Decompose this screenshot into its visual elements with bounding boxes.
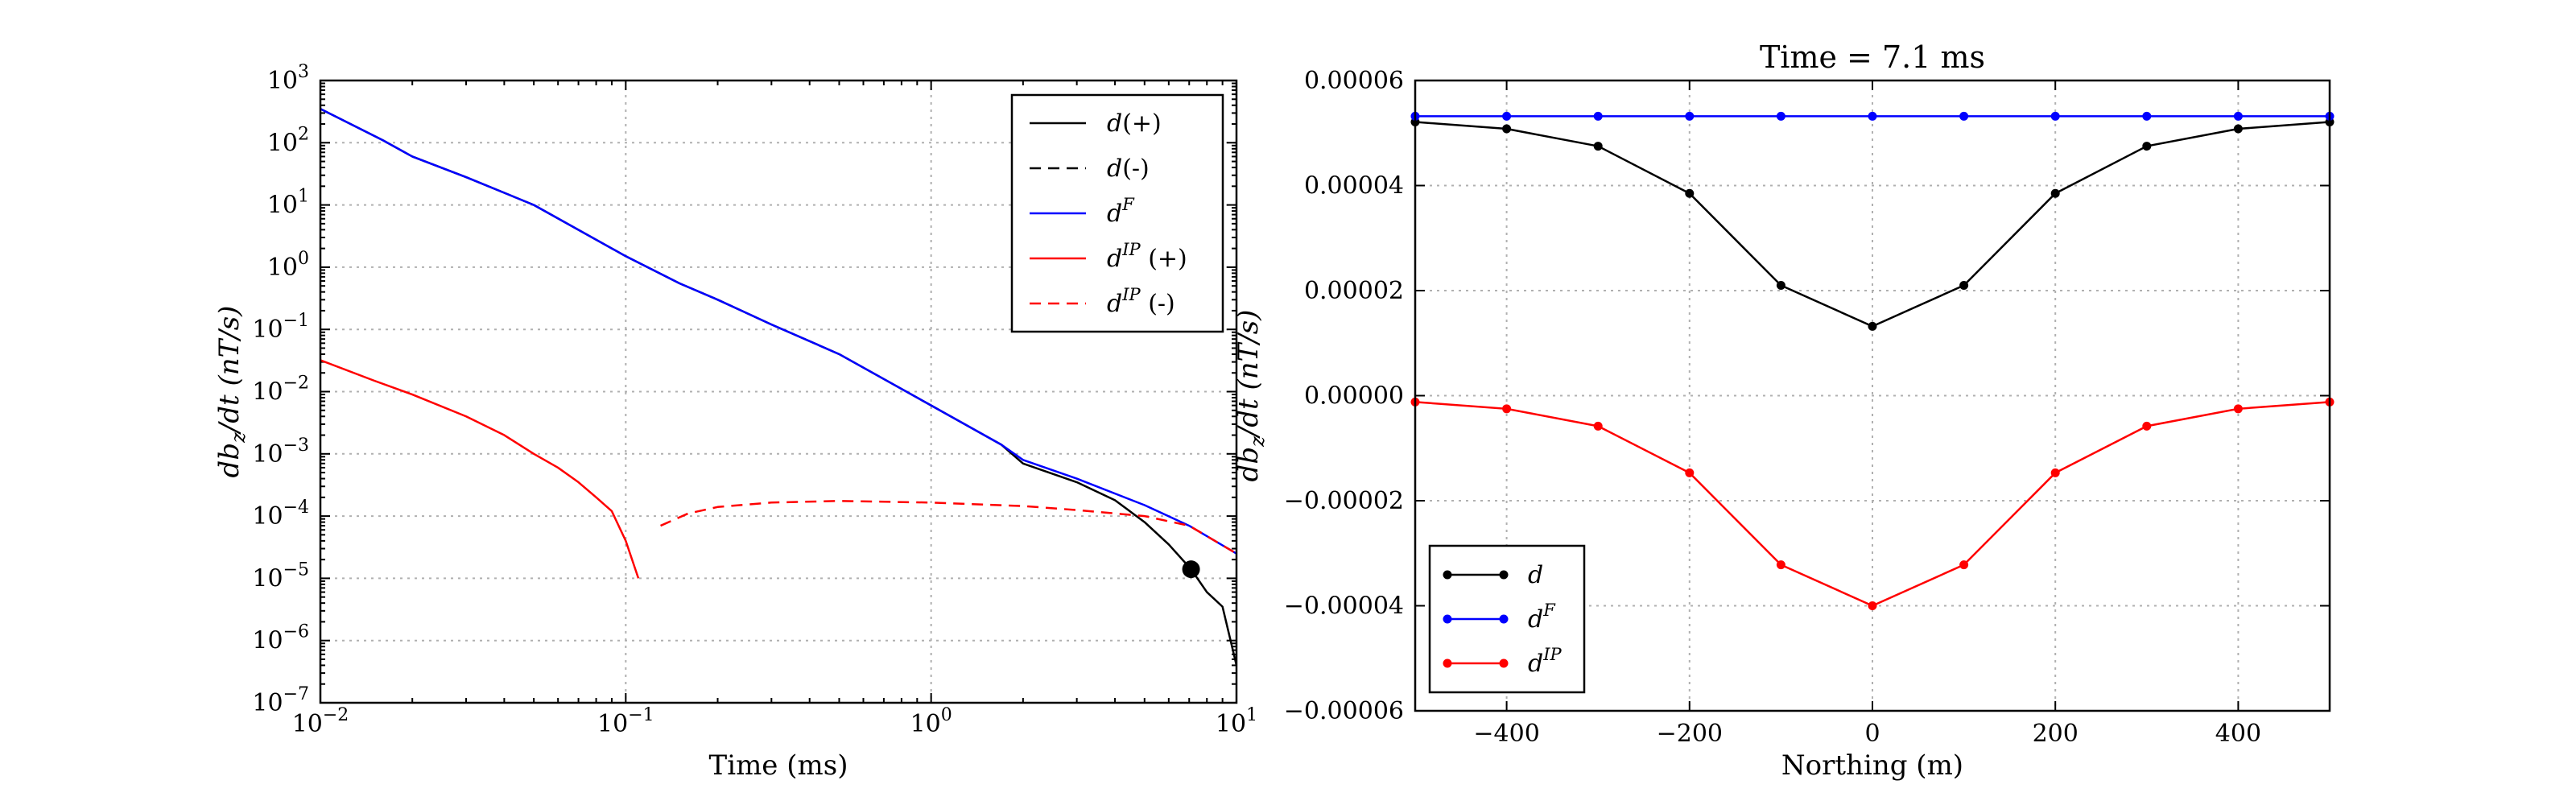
data-point-d xyxy=(1502,124,1512,134)
legend-marker xyxy=(1499,614,1509,624)
plot-frame xyxy=(1414,79,2331,712)
data-point-d^F xyxy=(2233,111,2243,121)
y-tick-label: 101 xyxy=(267,187,309,220)
y-tick-label: 0.00000 xyxy=(1304,382,1404,411)
legend-label: d(-) xyxy=(1107,155,1150,183)
y-tick-label: 0.00004 xyxy=(1304,172,1404,200)
data-point-d^F xyxy=(2142,111,2152,121)
data-point-d xyxy=(1593,142,1603,151)
data-point-d^F xyxy=(1502,111,1512,121)
data-point-d^IP xyxy=(1868,601,1877,610)
data-point-d^F xyxy=(1593,111,1603,121)
data-point-d^F xyxy=(1868,111,1877,121)
profile-plot: −400 −200 0 200 400 −0.00006 −0.00004 −0.00002 0… xyxy=(1232,39,2334,782)
x-tick-label: 400 xyxy=(2215,720,2261,748)
legend-marker xyxy=(1443,614,1452,624)
y-tick-label: −0.00002 xyxy=(1284,487,1404,515)
series-line-d^IP(-) xyxy=(660,500,1236,555)
legend-label: dIP (+) xyxy=(1107,240,1187,273)
legend-marker xyxy=(1443,570,1452,580)
time-decay-plot: 10−2 10−1 100 101 10−7 10−6 10−5 10−4 10−3 10−2 10… xyxy=(213,62,1257,782)
y-tick-label: 103 xyxy=(267,62,309,95)
chart-title: Time = 7.1 ms xyxy=(1760,39,1985,75)
data-point-d xyxy=(2050,188,2060,198)
data-point-d xyxy=(1959,280,1969,290)
data-point-d^IP xyxy=(1959,560,1969,570)
x-tick-label: 101 xyxy=(1216,705,1257,738)
legend-label: dIP xyxy=(1528,645,1563,678)
y-tick-label: 10−5 xyxy=(252,559,309,592)
x-tick-label: −200 xyxy=(1657,720,1723,748)
legend-marker xyxy=(1499,658,1509,668)
data-point-d^IP xyxy=(1593,421,1603,431)
data-point-d^F xyxy=(1776,111,1785,121)
data-point-d^F xyxy=(1959,111,1969,121)
series-line-d^F xyxy=(320,108,1236,555)
x-tick-label: 10−1 xyxy=(597,705,654,738)
y-tick-label: 10−3 xyxy=(252,436,309,469)
data-point-d^IP xyxy=(1776,560,1785,570)
data-point-d^F xyxy=(1685,111,1695,121)
legend-label: dF xyxy=(1107,195,1135,228)
series-line-d^IP(+) xyxy=(320,359,640,579)
legend-marker xyxy=(1499,570,1509,580)
y-tick-label: 0.00006 xyxy=(1304,67,1404,95)
x-tick-label: 0 xyxy=(1864,720,1880,748)
data-point-d^IP xyxy=(2233,404,2243,414)
series-group xyxy=(320,108,1236,666)
y-tick-label: 102 xyxy=(267,124,309,157)
y-tick-label: 0.00002 xyxy=(1304,277,1404,305)
y-axis-label: dbz/dt (nT/s) xyxy=(213,306,250,478)
y-axis-label: dbz/dt (nT/s) xyxy=(1232,310,1269,482)
legend-marker xyxy=(1443,658,1452,668)
legend-label: dF xyxy=(1528,601,1556,634)
x-tick-label: 10−2 xyxy=(292,705,349,738)
time-marker-dot xyxy=(1182,560,1200,579)
data-point-d^IP xyxy=(1685,468,1695,477)
y-tick-label: 100 xyxy=(267,249,309,282)
legend-label: dIP (-) xyxy=(1107,285,1175,318)
data-point-d xyxy=(2233,124,2243,134)
y-tick-label: −0.00004 xyxy=(1284,592,1404,621)
data-point-d xyxy=(1685,188,1695,198)
y-tick-label: 10−6 xyxy=(252,622,309,655)
x-tick-label: −400 xyxy=(1473,720,1539,748)
data-point-d xyxy=(2142,142,2152,151)
legend-label: d(+) xyxy=(1107,109,1162,138)
data-point-d^IP xyxy=(1502,404,1512,414)
x-axis-label: Northing (m) xyxy=(1781,749,1963,782)
y-tick-label: 10−2 xyxy=(252,374,309,407)
data-point-d xyxy=(1776,280,1785,290)
y-tick-label: −0.00006 xyxy=(1284,697,1404,725)
x-tick-label: 100 xyxy=(910,705,952,738)
legend-label: d xyxy=(1528,561,1543,589)
data-point-d xyxy=(1868,321,1877,331)
x-tick-label: 200 xyxy=(2033,720,2079,748)
plot-frame xyxy=(319,79,1238,704)
data-point-d^IP xyxy=(2050,468,2060,477)
y-tick-label: 10−4 xyxy=(252,497,309,530)
y-tick-label: 10−7 xyxy=(252,684,309,717)
data-point-d^IP xyxy=(2142,421,2152,431)
y-tick-label: 10−1 xyxy=(252,311,309,344)
x-axis-label: Time (ms) xyxy=(709,749,848,782)
data-point-d^F xyxy=(2050,111,2060,121)
series-line-d xyxy=(1414,121,2330,328)
